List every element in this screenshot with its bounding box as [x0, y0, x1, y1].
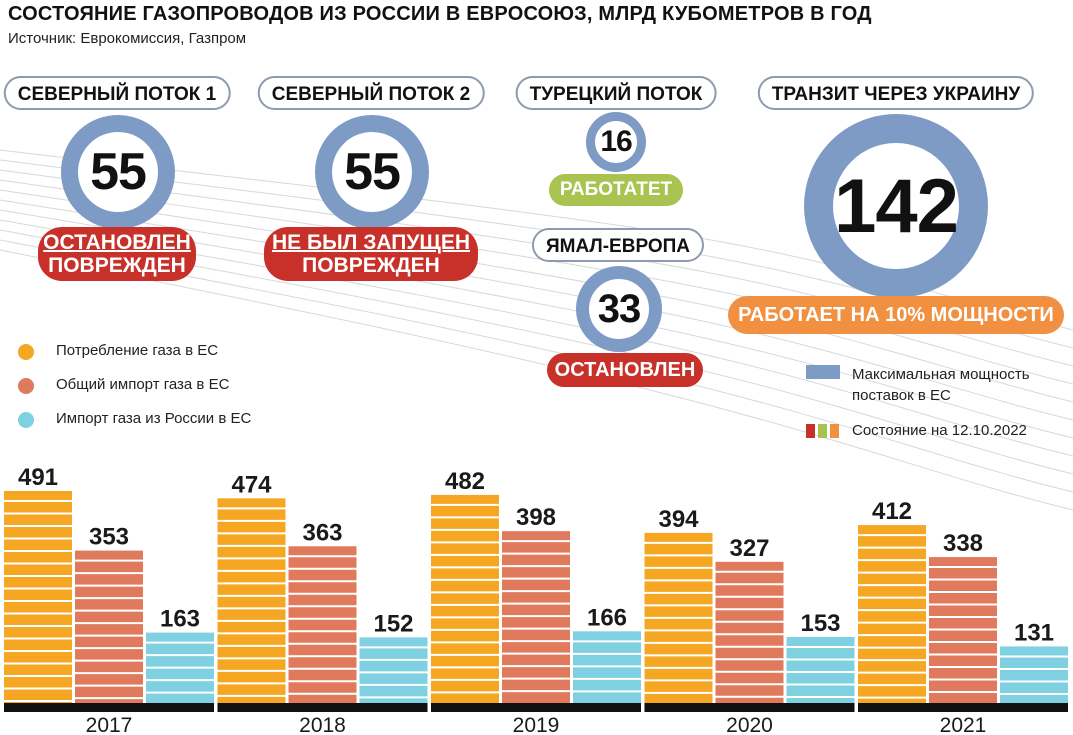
- bar-total-import-2018: [288, 546, 357, 703]
- x-tick-label-2019: 2019: [513, 714, 560, 735]
- legend-swatch-status-red: [806, 424, 815, 438]
- data-label-russia-import-2020: 153: [800, 610, 840, 637]
- bar-stripes-consumption-2021: [858, 534, 926, 699]
- x-tick-label-2018: 2018: [299, 714, 346, 735]
- capacity-ring-turkish-stream: 16: [586, 112, 646, 172]
- baseline-2021: [858, 703, 1068, 712]
- bar-stripes-total-import-2017: [75, 559, 143, 700]
- status-badge-nord-stream-2: НЕ БЫЛ ЗАПУЩЕН ПОВРЕЖДЕН: [264, 227, 478, 281]
- bar-stripes-total-import-2020: [715, 570, 784, 698]
- data-label-russia-import-2018: 152: [373, 610, 413, 637]
- bar-stripes-total-import-2019: [502, 540, 570, 693]
- legend-swatch-consumption: [18, 344, 34, 360]
- pipeline-label-nord-stream-2: СЕВЕРНЫЙ ПОТОК 2: [257, 76, 485, 110]
- legend-total-import: Общий импорт газа в ЕС: [56, 376, 230, 393]
- legend-swatch-russia-import: [18, 412, 34, 428]
- bar-stripes-consumption-2019: [431, 503, 499, 694]
- legend-max-capacity-line1: Максимальная мощность: [852, 366, 1030, 383]
- x-tick-label-2021: 2021: [940, 714, 987, 735]
- bar-stripes-consumption-2018: [217, 507, 286, 697]
- legend-swatch-total-import: [18, 378, 34, 394]
- bar-stripes-consumption-2017: [4, 500, 72, 702]
- legend-max-capacity-line2: поставок в ЕС: [852, 387, 951, 404]
- status-text-secondary: ПОВРЕЖДЕН: [48, 254, 186, 277]
- pipeline-label-ukraine-transit: ТРАНЗИТ ЧЕРЕЗ УКРАИНУ: [757, 76, 1035, 110]
- legend-swatch-max-capacity: [806, 365, 840, 379]
- data-label-russia-import-2017: 163: [160, 606, 200, 633]
- legend-russia-import: Импорт газа из России в ЕС: [56, 410, 252, 427]
- data-label-total-import-2017: 353: [89, 524, 129, 551]
- pipeline-label-nord-stream-1: СЕВЕРНЫЙ ПОТОК 1: [3, 76, 231, 110]
- status-badge-ukraine-transit: РАБОТАЕТ НА 10% МОЩНОСТИ: [728, 296, 1064, 334]
- bar-total-import-2017: [75, 550, 143, 703]
- bar-stripes-russia-import-2018: [359, 646, 428, 699]
- bar-stripes-russia-import-2017: [146, 641, 214, 694]
- bar-stripes-total-import-2018: [288, 555, 357, 695]
- capacity-ring-nord-stream-1: 55: [61, 115, 175, 229]
- legend-swatch-status-orange: [830, 424, 839, 438]
- x-tick-label-2020: 2020: [726, 714, 773, 735]
- status-badge-nord-stream-1: ОСТАНОВЛЕН ПОВРЕЖДЕН: [38, 227, 196, 281]
- page-title: СОСТОЯНИЕ ГАЗОПРОВОДОВ ИЗ РОССИИ В ЕВРОС…: [8, 3, 872, 25]
- legend-swatch-status-green: [818, 424, 827, 438]
- bar-consumption-2017: [4, 491, 72, 703]
- bar-stripes-russia-import-2019: [573, 640, 641, 693]
- bar-stripes-russia-import-2021: [1000, 655, 1068, 695]
- bar-stripes-russia-import-2020: [786, 645, 855, 698]
- data-label-consumption-2021: 412: [872, 498, 912, 525]
- baseline-2020: [644, 703, 855, 712]
- baseline-2017: [4, 703, 214, 712]
- data-label-total-import-2020: 327: [729, 535, 769, 562]
- data-label-total-import-2019: 398: [516, 504, 556, 531]
- status-text-secondary: ПОВРЕЖДЕН: [302, 254, 440, 277]
- data-label-consumption-2019: 482: [445, 468, 485, 495]
- capacity-ring-nord-stream-2: 55: [315, 115, 429, 229]
- legend-status-date: Состояние на 12.10.2022: [852, 422, 1027, 439]
- data-label-consumption-2020: 394: [658, 506, 699, 533]
- bar-consumption-2021: [858, 525, 926, 703]
- baseline-2018: [217, 703, 428, 712]
- status-badge-turkish-stream: РАБОТАТЕТ: [549, 174, 683, 206]
- data-label-consumption-2018: 474: [231, 471, 272, 498]
- data-label-total-import-2021: 338: [943, 530, 983, 557]
- status-text: ОСТАНОВЛЕН: [43, 231, 191, 254]
- bar-stripes-consumption-2020: [644, 541, 713, 694]
- baseline-2019: [431, 703, 641, 712]
- data-label-total-import-2018: 363: [302, 519, 342, 546]
- bar-russia-import-2020: [786, 636, 855, 703]
- capacity-ring-ukraine-transit: 142: [804, 114, 988, 298]
- bar-stripes-total-import-2021: [929, 566, 997, 694]
- x-tick-label-2017: 2017: [86, 714, 133, 735]
- pipeline-label-yamal-europe: ЯМАЛ-ЕВРОПА: [531, 228, 705, 262]
- legend-consumption: Потребление газа в ЕС: [56, 342, 219, 359]
- capacity-ring-yamal-europe: 33: [576, 266, 662, 352]
- pipeline-label-turkish-stream: ТУРЕЦКИЙ ПОТОК: [515, 76, 717, 110]
- status-text: НЕ БЫЛ ЗАПУЩЕН: [271, 231, 470, 254]
- bar-consumption-2018: [217, 498, 286, 703]
- gas-bar-chart: 491 353 163 2017 474 363 152 2018 482 398 166 2019 3…: [4, 464, 1068, 735]
- legend-max-capacity: Максимальная мощность поставок в ЕС: [852, 364, 1030, 406]
- status-badge-yamal-europe: ОСТАНОВЛЕН: [547, 353, 703, 387]
- data-label-consumption-2017: 491: [18, 464, 58, 491]
- data-label-russia-import-2021: 131: [1014, 619, 1054, 646]
- bar-total-import-2020: [715, 561, 784, 703]
- source-note: Источник: Еврокомиссия, Газпром: [8, 30, 247, 47]
- data-label-russia-import-2019: 166: [587, 604, 627, 631]
- bar-consumption-2019: [431, 494, 499, 703]
